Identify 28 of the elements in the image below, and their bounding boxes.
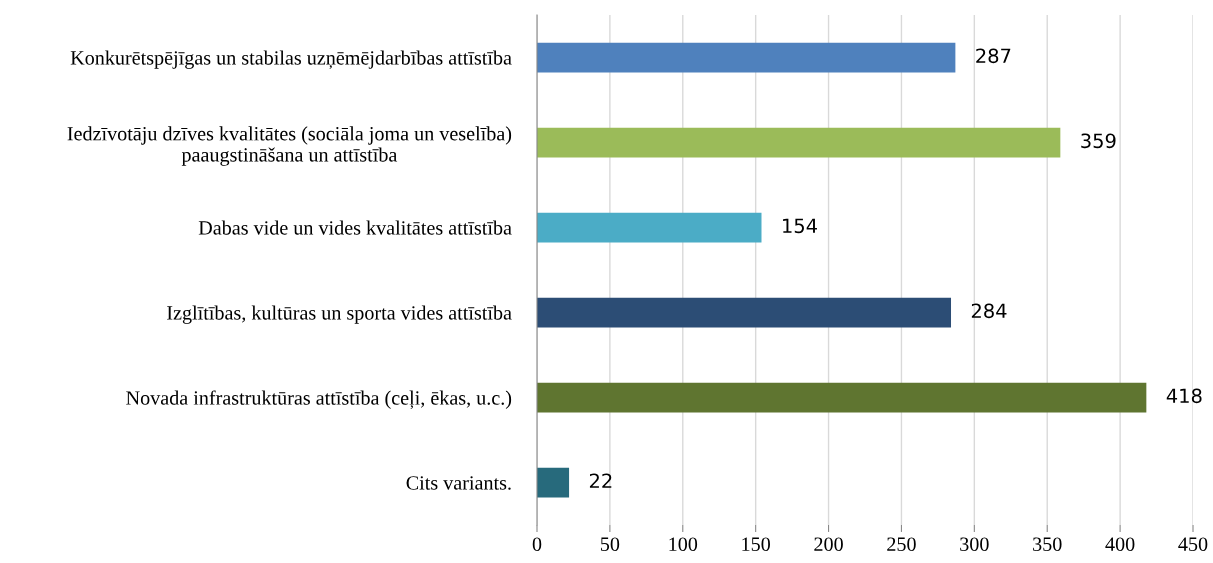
bar [537, 42, 956, 73]
data-label: 154 [783, 218, 817, 234]
bar [537, 382, 1147, 413]
y-tick-label: Izglītības, kultūras un sporta vides attīstība [167, 305, 512, 324]
y-tick-label: Iedzīvotāju dzīves kvalitātes (sociāla joma un veselība) paaugstināšana un attīstība [67, 126, 512, 166]
y-tick-label: Novada infrastruktūras attīstība (ceļi, ēkas, u.c.) [126, 390, 512, 409]
y-tick-label: Dabas vide un vides kvalitātes attīstība [198, 220, 512, 235]
x-tick-label: 150 [742, 537, 770, 551]
x-tick-label: 300 [960, 537, 989, 551]
data-label: 287 [976, 48, 1011, 64]
x-tick-label: 450 [1178, 537, 1208, 551]
bar [537, 297, 952, 328]
bar [537, 127, 1061, 158]
data-label: 284 [971, 303, 1007, 319]
x-tick-label: 100 [669, 537, 698, 551]
x-tick-label: 0 [532, 537, 542, 551]
y-tick-label: Konkurētspējīgas un stabilas uzņēmējdarbības attīstība [70, 50, 512, 69]
x-tick-label: 350 [1033, 537, 1062, 551]
x-tick-label: 200 [814, 537, 843, 551]
data-label: 359 [1081, 133, 1116, 149]
bar [537, 467, 570, 498]
x-tick-label: 250 [887, 537, 916, 551]
data-label: 22 [589, 473, 612, 488]
data-label: 418 [1166, 388, 1202, 404]
x-tick-label: 50 [600, 537, 620, 551]
bar [537, 212, 762, 243]
x-tick-label: 400 [1105, 537, 1135, 551]
y-tick-label: Cits variants. [406, 476, 511, 490]
